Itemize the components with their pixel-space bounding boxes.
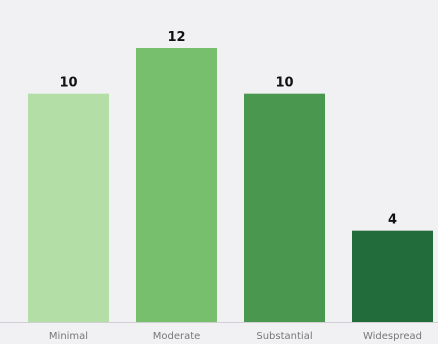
data-label-widespread: 4	[388, 213, 397, 228]
x-tick-label-minimal: Minimal	[49, 331, 88, 342]
data-label-substantial: 10	[275, 76, 293, 91]
bar-minimal[interactable]	[28, 93, 109, 323]
x-tick-label-substantial: Substantial	[256, 331, 312, 342]
x-tick-label-widespread: Widespread	[363, 331, 422, 342]
bar-widespread[interactable]	[352, 230, 433, 322]
bar-substantial[interactable]	[244, 93, 325, 323]
data-label-minimal: 10	[59, 76, 77, 91]
data-label-moderate: 12	[167, 30, 185, 45]
x-tick-label-moderate: Moderate	[153, 331, 201, 342]
bar-moderate[interactable]	[136, 48, 217, 322]
